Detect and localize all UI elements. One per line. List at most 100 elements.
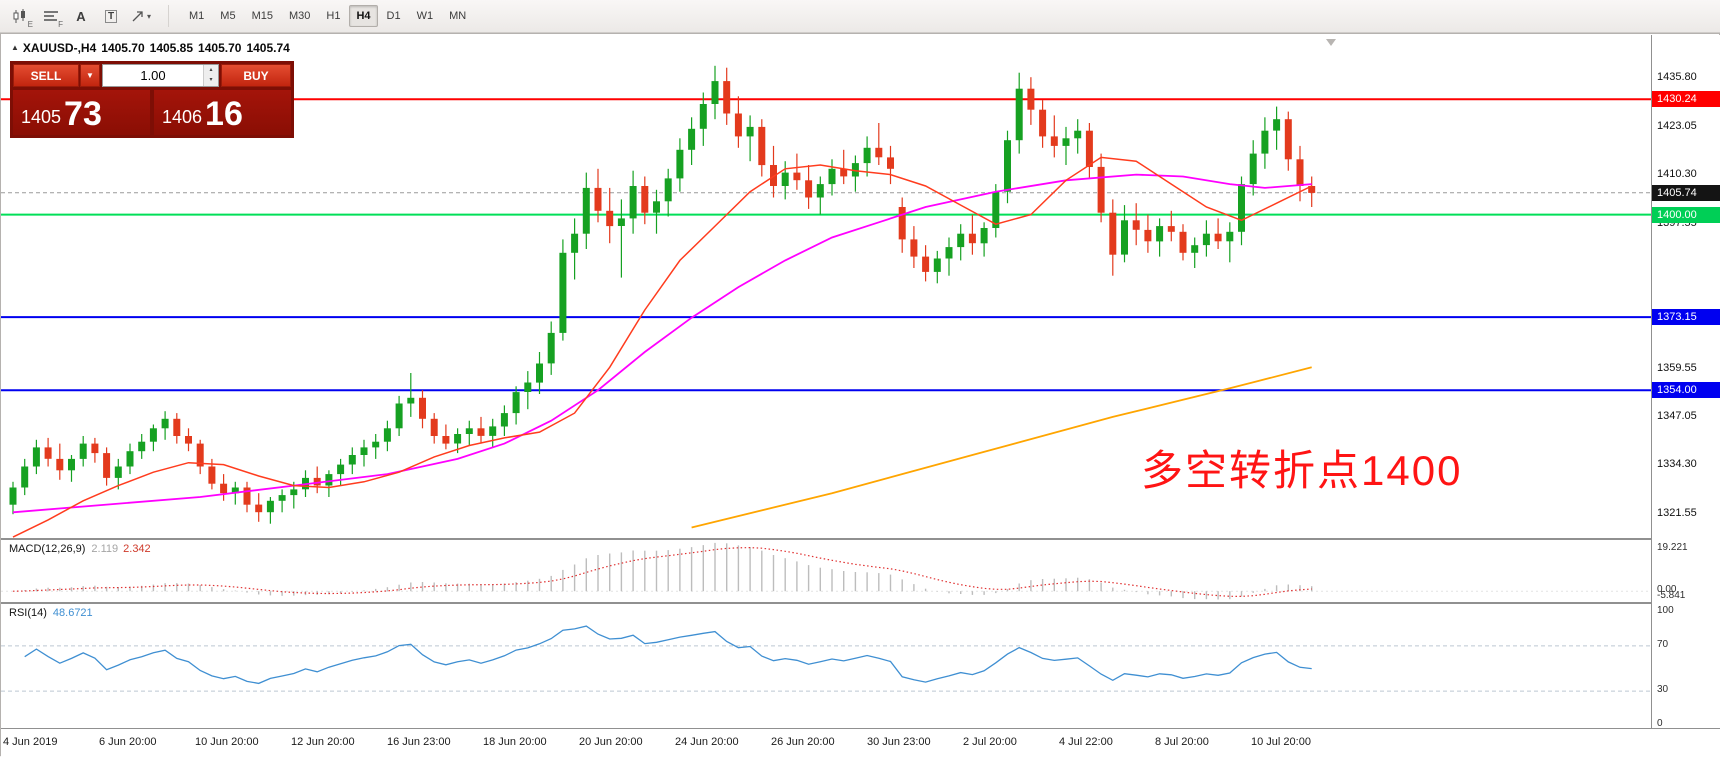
template-tool-icon[interactable]: T (97, 4, 125, 28)
macd-pane: MACD(12,26,9) 2.119 2.342 (1, 540, 1651, 602)
lot-stepper: ▴ ▾ (203, 65, 218, 86)
rsi-canvas[interactable] (1, 604, 1651, 728)
chart-window: ▲ XAUUSD-,H4 1405.70 1405.85 1405.70 1405.74 … (0, 33, 1720, 757)
buy-button[interactable]: BUY (221, 64, 291, 87)
price-axis[interactable]: 1435.80 1423.05 1410.30 1397.55 1359.55 1347.… (1651, 35, 1720, 729)
rsi-scale-tick: 0 (1657, 718, 1663, 729)
timeframe-h4[interactable]: H4 (349, 5, 378, 27)
macd-label: MACD(12,26,9) 2.119 2.342 (9, 543, 151, 555)
time-tick: 10 Jun 20:00 (195, 736, 259, 748)
time-tick: 24 Jun 20:00 (675, 736, 739, 748)
macd-name: MACD(12,26,9) (9, 543, 86, 555)
macd-canvas[interactable] (1, 540, 1651, 602)
rsi-value: 48.6721 (52, 607, 93, 619)
main-toolbar: E F A T ▾ M1 M5 M15 M30 H1 H4 D1 W1 MN (0, 0, 1720, 33)
price-tick: 1410.30 (1657, 168, 1697, 180)
high-value: 1405.85 (149, 41, 194, 55)
timeframe-m1[interactable]: M1 (182, 5, 211, 27)
macd-signal-value: 2.342 (123, 543, 151, 555)
price-pane: ▲ XAUUSD-,H4 1405.70 1405.85 1405.70 1405.74 … (1, 35, 1651, 538)
rsi-label: RSI(14) 48.6721 (9, 607, 93, 619)
macd-scale-max: 19.221 (1657, 542, 1688, 553)
timeframe-w1[interactable]: W1 (410, 5, 441, 27)
price-tick: 1359.55 (1657, 362, 1697, 374)
template-tool-glyph: T (104, 9, 118, 23)
rsi-scale-tick: 70 (1657, 639, 1669, 650)
time-tick: 16 Jun 23:00 (387, 736, 451, 748)
timeframe-group: M1 M5 M15 M30 H1 H4 D1 W1 MN (181, 5, 474, 27)
bid-main-digits: 1405 (21, 107, 62, 127)
close-value: 1405.74 (246, 41, 290, 55)
rsi-name: RSI(14) (9, 607, 47, 619)
indicators-sub-label: F (58, 20, 63, 29)
rsi-scale-tick: 100 (1657, 605, 1674, 616)
collapse-icon[interactable]: ▲ (11, 43, 19, 52)
ask-main-digits: 1406 (162, 107, 203, 127)
pane-divider[interactable] (1, 538, 1720, 540)
low-value: 1405.70 (198, 41, 242, 55)
timeframe-m15[interactable]: M15 (245, 5, 280, 27)
price-tick: 1334.30 (1657, 458, 1697, 470)
symbol-label: XAUUSD-,H4 (22, 41, 97, 55)
indicators-icon[interactable]: F (37, 4, 65, 29)
candlestick-glyph (13, 8, 25, 23)
crosshair-glyph (132, 10, 143, 21)
time-tick: 4 Jul 22:00 (1059, 736, 1113, 748)
time-tick: 10 Jul 20:00 (1251, 736, 1311, 748)
timeframe-h1[interactable]: H1 (319, 5, 347, 27)
pane-divider[interactable] (1, 728, 1720, 729)
timeframe-mn[interactable]: MN (442, 5, 473, 27)
bid-pip-digits: 73 (64, 95, 102, 133)
sell-button[interactable]: SELL (13, 64, 79, 87)
ask-price-tile[interactable]: 1406 16 (154, 90, 291, 135)
order-options-dropdown[interactable]: ▼ (80, 64, 100, 87)
time-tick: 20 Jun 20:00 (579, 736, 643, 748)
toolbar-separator (168, 5, 169, 27)
price-badge: 1373.15 (1652, 309, 1720, 325)
macd-scale-zero: 0.00 (1657, 584, 1677, 595)
timeframe-m30[interactable]: M30 (282, 5, 317, 27)
price-chart-canvas[interactable] (1, 35, 1651, 538)
time-tick: 4 Jun 2019 (3, 736, 58, 748)
chart-style-icon[interactable]: E (7, 4, 35, 29)
price-badge: 1430.24 (1652, 91, 1720, 107)
bars-glyph (44, 11, 58, 21)
macd-main-value: 2.119 (91, 543, 119, 555)
pane-divider[interactable] (1, 602, 1720, 604)
time-tick: 12 Jun 20:00 (291, 736, 355, 748)
price-badge: 1405.74 (1652, 185, 1720, 201)
chart-style-sub-label: E (27, 20, 33, 29)
cursor-tool-icon[interactable]: ▾ (127, 4, 155, 28)
time-tick: 30 Jun 23:00 (867, 736, 931, 748)
time-tick: 2 Jul 20:00 (963, 736, 1017, 748)
time-tick: 26 Jun 20:00 (771, 736, 835, 748)
order-row: SELL ▼ 1.00 ▴ ▾ BUY (13, 64, 291, 87)
time-tick: 6 Jun 20:00 (99, 736, 157, 748)
text-tool-glyph: A (76, 8, 86, 24)
timeframe-m5[interactable]: M5 (213, 5, 242, 27)
lot-decrement-button[interactable]: ▾ (204, 75, 218, 86)
annotation-text: 多空转折点1400 (1141, 447, 1463, 494)
rsi-pane: RSI(14) 48.6721 (1, 604, 1651, 728)
time-axis[interactable]: 4 Jun 2019 6 Jun 20:00 10 Jun 20:00 12 Jun … (1, 729, 1720, 757)
lot-size-value[interactable]: 1.00 (140, 68, 166, 83)
lot-size-input[interactable]: 1.00 ▴ ▾ (102, 64, 219, 87)
chart-title: ▲ XAUUSD-,H4 1405.70 1405.85 1405.70 1405.74 (11, 41, 295, 55)
one-click-trading-panel: SELL ▼ 1.00 ▴ ▾ BUY 1405 73 1406 (10, 61, 294, 138)
price-tick: 1321.55 (1657, 507, 1697, 519)
lot-increment-button[interactable]: ▴ (204, 65, 218, 76)
time-tick: 18 Jun 20:00 (483, 736, 547, 748)
quote-row: 1405 73 1406 16 (13, 90, 291, 135)
bid-price-tile[interactable]: 1405 73 (13, 90, 150, 135)
price-badge: 1400.00 (1652, 207, 1720, 223)
chevron-down-icon: ▾ (146, 11, 151, 21)
text-tool-icon[interactable]: A (67, 4, 95, 28)
timeframe-d1[interactable]: D1 (380, 5, 408, 27)
ask-pip-digits: 16 (205, 95, 243, 133)
price-tick: 1347.05 (1657, 410, 1697, 422)
price-tick: 1435.80 (1657, 71, 1697, 83)
chart-shift-marker[interactable] (1326, 39, 1336, 46)
macd-scale-min: -5.841 (1657, 590, 1686, 601)
price-tick: 1423.05 (1657, 120, 1697, 132)
